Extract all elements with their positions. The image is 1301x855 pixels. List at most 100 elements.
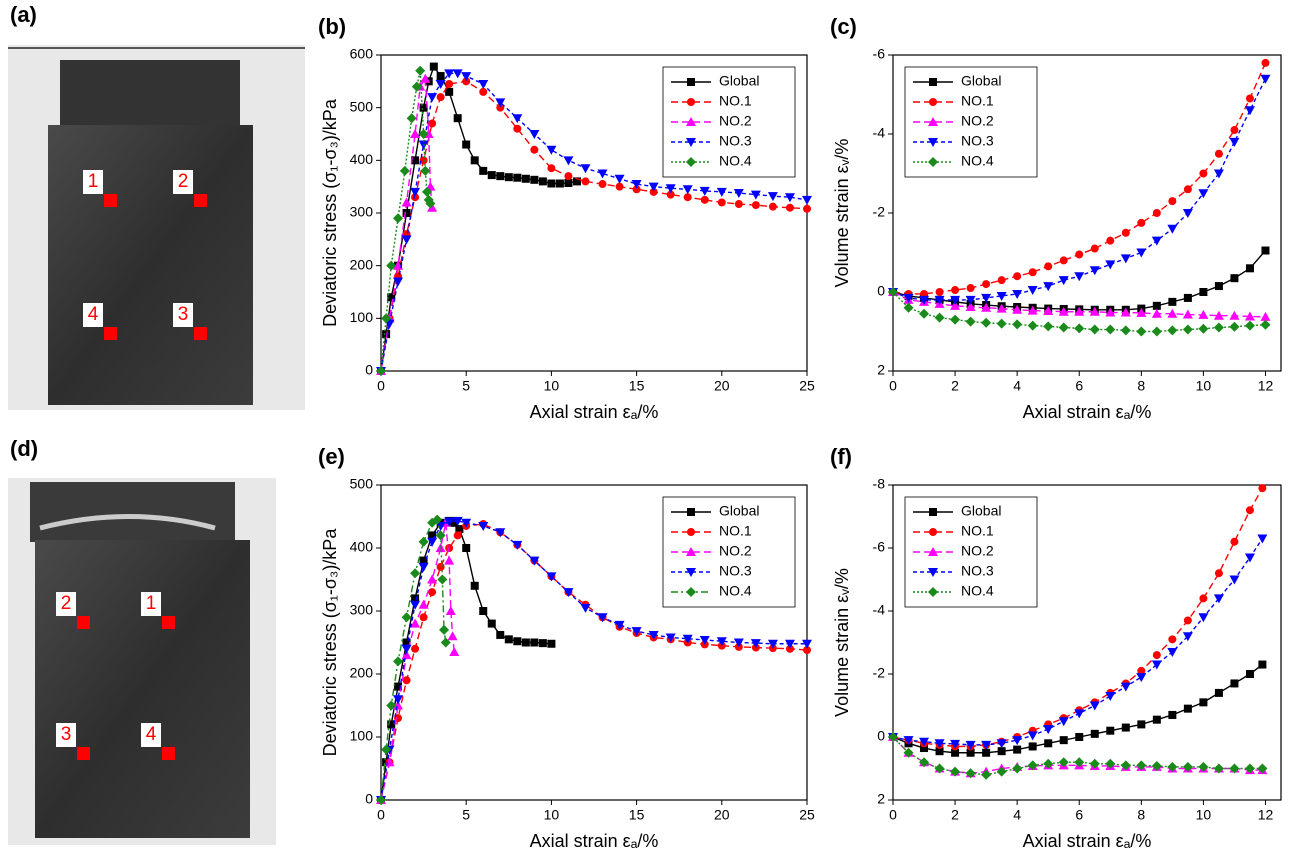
data-point xyxy=(802,195,812,205)
data-point xyxy=(435,530,446,541)
data-point xyxy=(1043,725,1054,735)
x-axis-label: Axial strain εₐ/% xyxy=(530,402,659,422)
data-point xyxy=(965,740,976,750)
marker-label-box xyxy=(56,723,76,747)
data-point xyxy=(512,540,523,550)
data-point xyxy=(1244,763,1255,774)
y-tick-label: -4 xyxy=(873,602,886,618)
data-point xyxy=(1089,324,1100,335)
data-point xyxy=(401,612,412,623)
data-point xyxy=(401,197,412,207)
data-point xyxy=(1120,325,1131,336)
data-point xyxy=(461,72,472,82)
data-point xyxy=(1013,272,1022,281)
plot-frame xyxy=(892,484,1282,801)
data-point xyxy=(1089,306,1100,316)
data-point xyxy=(935,288,944,296)
x-tick-label: 8 xyxy=(1137,807,1145,823)
data-point xyxy=(1105,692,1116,702)
data-point xyxy=(1151,760,1162,771)
data-point xyxy=(538,177,547,186)
data-point xyxy=(1168,297,1177,306)
data-point xyxy=(420,73,431,83)
data-point xyxy=(996,766,1007,777)
data-point xyxy=(1075,733,1084,741)
data-point xyxy=(1136,307,1147,317)
y-tick-label: -6 xyxy=(873,46,886,62)
data-point xyxy=(444,517,455,527)
legend-label: NO.4 xyxy=(719,583,752,599)
legend-marker xyxy=(686,117,696,126)
data-point xyxy=(615,182,624,191)
y-tick-label: 500 xyxy=(350,98,374,114)
panel-label: (b) xyxy=(318,14,346,39)
data-point xyxy=(479,87,488,96)
data-point xyxy=(965,316,976,327)
x-tick-label: 5 xyxy=(462,807,470,823)
data-point xyxy=(965,768,976,779)
panel-label: (c) xyxy=(830,14,857,39)
data-point xyxy=(462,140,471,149)
legend-marker xyxy=(686,157,696,167)
data-point xyxy=(1027,731,1038,741)
legend-marker xyxy=(928,157,938,167)
data-point xyxy=(1089,701,1100,711)
gauge-marker xyxy=(194,194,207,207)
data-point xyxy=(410,129,421,138)
data-point xyxy=(1137,720,1146,729)
data-point xyxy=(982,748,991,757)
data-point xyxy=(461,518,472,528)
data-point xyxy=(1260,311,1271,321)
specimen-cap xyxy=(30,482,235,542)
data-point xyxy=(419,556,428,565)
data-point xyxy=(1074,709,1085,719)
x-tick-label: 10 xyxy=(544,378,560,394)
data-point xyxy=(1105,260,1116,270)
x-tick-label: 25 xyxy=(799,807,815,823)
data-point xyxy=(529,556,540,566)
photo-a xyxy=(8,45,305,410)
data-point xyxy=(784,639,795,649)
y-tick-label: 0 xyxy=(365,791,373,807)
data-point xyxy=(1152,651,1161,660)
legend-label: NO.1 xyxy=(961,93,994,109)
y-tick-label: 300 xyxy=(350,204,374,220)
legend-label: NO.2 xyxy=(961,113,994,129)
data-point xyxy=(1260,74,1271,84)
legend-label: NO.1 xyxy=(719,523,752,539)
legend-label: NO.4 xyxy=(719,153,752,169)
gauge-marker xyxy=(77,747,90,760)
data-point xyxy=(1028,742,1037,751)
data-point xyxy=(631,627,642,637)
data-point xyxy=(393,277,404,287)
data-point xyxy=(888,287,898,297)
data-point xyxy=(529,130,540,139)
data-point xyxy=(966,748,975,757)
data-point xyxy=(376,795,386,805)
data-point xyxy=(462,77,471,86)
y-tick-label: -2 xyxy=(873,204,886,220)
marker-label-box xyxy=(83,303,103,327)
legend-marker xyxy=(929,508,937,516)
data-point xyxy=(538,639,547,648)
legend-marker xyxy=(686,587,696,597)
data-point xyxy=(512,114,523,124)
x-tick-label: 25 xyxy=(799,378,815,394)
data-point xyxy=(1167,647,1178,657)
data-point xyxy=(387,293,396,302)
data-point xyxy=(1229,575,1240,585)
data-point xyxy=(1106,726,1115,735)
x-tick-label: 5 xyxy=(462,378,470,394)
x-tick-label: 12 xyxy=(1258,807,1274,823)
data-point xyxy=(393,695,404,705)
y-tick-label: 2 xyxy=(877,362,885,378)
data-point xyxy=(950,739,961,749)
data-point xyxy=(394,682,403,691)
x-axis-label: Axial strain εₐ/% xyxy=(530,831,659,850)
data-point xyxy=(422,186,433,197)
data-point xyxy=(563,156,574,166)
data-point xyxy=(1152,301,1161,310)
data-point xyxy=(1182,209,1193,218)
x-tick-label: 6 xyxy=(1075,378,1083,394)
